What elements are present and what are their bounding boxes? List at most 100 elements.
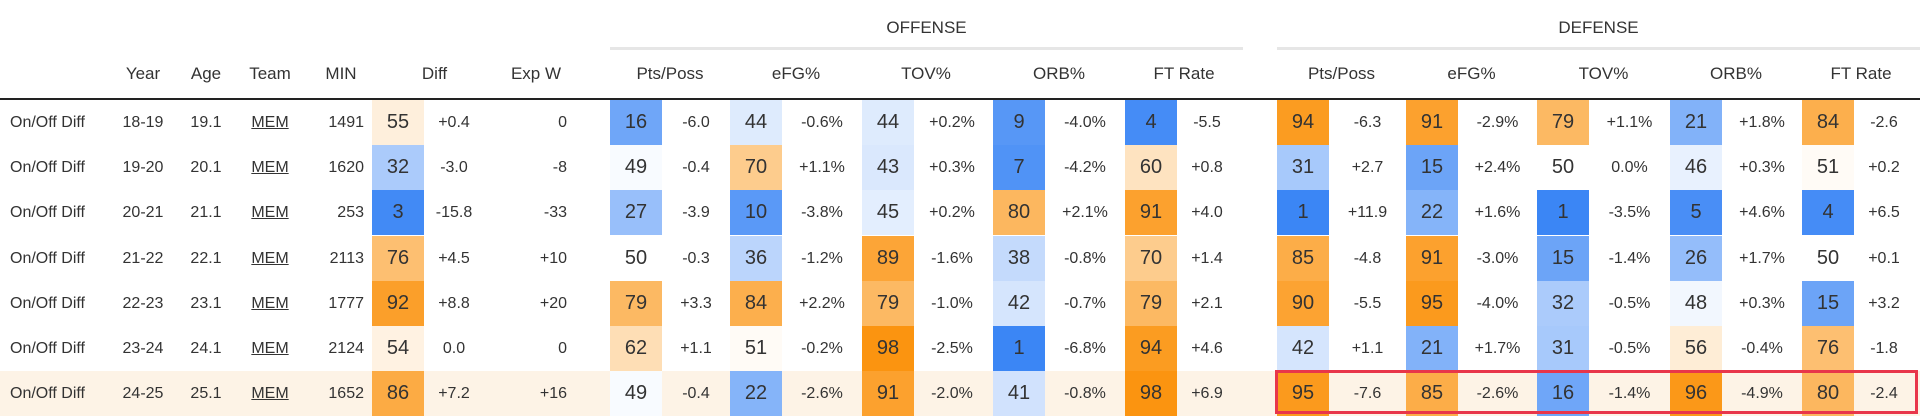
header-off-orb[interactable]: ORB% xyxy=(1033,64,1085,83)
off-efg-percentile: 10 xyxy=(730,190,782,236)
header-exp-w[interactable]: Exp W xyxy=(510,64,562,83)
off-ft-rate-percentile: 94 xyxy=(1125,326,1177,371)
header-age[interactable]: Age xyxy=(190,64,222,83)
off-tov-value: -2.0% xyxy=(931,385,973,403)
off-orb-percentile: 7 xyxy=(993,145,1045,191)
def-orb-value: +1.7% xyxy=(1739,249,1785,267)
off-tov-percentile: 44 xyxy=(862,100,914,145)
team-link[interactable]: MEM xyxy=(251,204,289,222)
def-pts-poss-value: -6.3 xyxy=(1353,114,1382,131)
def-tov-value: -1.4% xyxy=(1608,385,1651,403)
def-orb-percentile: 5 xyxy=(1670,190,1722,236)
def-pts-poss-value: -5.5 xyxy=(1353,294,1382,312)
off-ft-rate-percentile: 60 xyxy=(1125,145,1177,191)
offense-group-label: OFFENSE xyxy=(886,18,967,37)
off-tov-percentile: 89 xyxy=(862,235,914,281)
off-ft-rate-percentile: 98 xyxy=(1125,371,1177,417)
header-def-pts-poss[interactable]: Pts/Poss xyxy=(1307,64,1376,83)
def-pts-poss-percentile: 1 xyxy=(1277,190,1329,236)
off-efg-value: -2.6% xyxy=(801,385,843,403)
def-ft-rate-percentile: 50 xyxy=(1802,235,1854,281)
off-orb-percentile: 42 xyxy=(993,280,1045,326)
off-orb-percentile: 41 xyxy=(993,371,1045,417)
def-orb-value: +0.3% xyxy=(1739,159,1785,177)
team-link[interactable]: MEM xyxy=(251,294,289,312)
off-pts-poss-percentile: 62 xyxy=(610,326,662,371)
off-orb-percentile: 9 xyxy=(993,100,1045,145)
off-ft-rate-value: +4.6 xyxy=(1191,340,1223,357)
header-off-efg[interactable]: eFG% xyxy=(771,64,821,83)
header-def-ft-rate[interactable]: FT Rate xyxy=(1830,64,1892,83)
exp-w-value: +16 xyxy=(539,385,567,403)
header-def-orb[interactable]: ORB% xyxy=(1710,64,1762,83)
def-orb-value: +4.6% xyxy=(1739,204,1785,222)
off-efg-value: -0.6% xyxy=(801,114,843,131)
exp-w-value: +20 xyxy=(539,294,567,312)
off-tov-value: +0.3% xyxy=(929,159,975,177)
team-link[interactable]: MEM xyxy=(251,249,289,267)
diff-percentile: 54 xyxy=(372,326,424,371)
def-ft-rate-value: +0.1 xyxy=(1868,249,1900,267)
off-efg-value: -1.2% xyxy=(801,249,843,267)
header-min[interactable]: MIN xyxy=(325,64,357,83)
diff-value: +7.2 xyxy=(438,385,470,403)
def-ft-rate-value: +3.2 xyxy=(1868,294,1900,312)
year-cell: 24-25 xyxy=(122,385,164,403)
team-link[interactable]: MEM xyxy=(251,114,289,131)
header-def-tov[interactable]: TOV% xyxy=(1578,64,1629,83)
header-year[interactable]: Year xyxy=(125,64,161,83)
off-pts-poss-value: -3.9 xyxy=(682,204,710,222)
row-label: On/Off Diff xyxy=(10,159,85,177)
row-label: On/Off Diff xyxy=(10,114,85,131)
def-efg-percentile: 91 xyxy=(1406,235,1458,281)
def-ft-rate-percentile: 15 xyxy=(1802,280,1854,326)
off-pts-poss-percentile: 50 xyxy=(610,235,662,281)
header-off-pts-poss[interactable]: Pts/Poss xyxy=(636,64,704,83)
def-pts-poss-percentile: 95 xyxy=(1277,371,1329,417)
header-def-efg[interactable]: eFG% xyxy=(1447,64,1496,83)
def-pts-poss-value: +1.1 xyxy=(1351,340,1384,357)
def-pts-poss-percentile: 31 xyxy=(1277,145,1329,191)
def-tov-percentile: 31 xyxy=(1537,326,1589,371)
header-team[interactable]: Team xyxy=(249,64,291,83)
off-efg-value: +2.2% xyxy=(799,294,845,312)
def-orb-value: -4.9% xyxy=(1741,385,1783,403)
def-efg-value: -4.0% xyxy=(1476,294,1519,312)
diff-value: +4.5 xyxy=(438,249,470,267)
def-efg-percentile: 95 xyxy=(1406,280,1458,326)
header-diff[interactable]: Diff xyxy=(421,64,448,83)
min-cell: 1777 xyxy=(328,294,364,312)
def-ft-rate-percentile: 80 xyxy=(1802,371,1854,417)
off-efg-percentile: 84 xyxy=(730,280,782,326)
def-orb-percentile: 56 xyxy=(1670,326,1722,371)
off-tov-value: +0.2% xyxy=(929,204,975,222)
def-efg-value: +1.7% xyxy=(1474,340,1521,357)
def-pts-poss-percentile: 42 xyxy=(1277,326,1329,371)
def-tov-value: -1.4% xyxy=(1608,249,1651,267)
def-pts-poss-percentile: 90 xyxy=(1277,280,1329,326)
min-cell: 1620 xyxy=(328,159,364,177)
row-label: On/Off Diff xyxy=(10,204,85,222)
team-link[interactable]: MEM xyxy=(251,159,289,177)
def-ft-rate-percentile: 76 xyxy=(1802,326,1854,371)
team-link[interactable]: MEM xyxy=(251,340,289,357)
def-pts-poss-value: -4.8 xyxy=(1353,249,1382,267)
off-tov-value: -1.6% xyxy=(931,249,973,267)
off-ft-rate-value: +4.0 xyxy=(1191,204,1223,222)
def-ft-rate-value: +0.2 xyxy=(1868,159,1900,177)
offense-group-line xyxy=(610,47,1243,50)
header-off-tov[interactable]: TOV% xyxy=(901,64,951,83)
off-ft-rate-value: +1.4 xyxy=(1191,249,1223,267)
year-cell: 21-22 xyxy=(122,249,164,267)
age-cell: 20.1 xyxy=(190,159,222,177)
off-efg-percentile: 44 xyxy=(730,100,782,145)
def-tov-value: +1.1% xyxy=(1606,114,1653,131)
age-cell: 21.1 xyxy=(190,204,222,222)
def-efg-percentile: 21 xyxy=(1406,326,1458,371)
def-tov-value: -0.5% xyxy=(1608,294,1651,312)
def-orb-percentile: 46 xyxy=(1670,145,1722,191)
diff-percentile: 55 xyxy=(372,100,424,145)
team-link[interactable]: MEM xyxy=(251,385,289,403)
header-off-ft-rate[interactable]: FT Rate xyxy=(1153,64,1215,83)
table-row: On/Off Diff 18-19 19.1 MEM 1491 55 +0.4 0 16 -6.0… xyxy=(0,100,1920,145)
